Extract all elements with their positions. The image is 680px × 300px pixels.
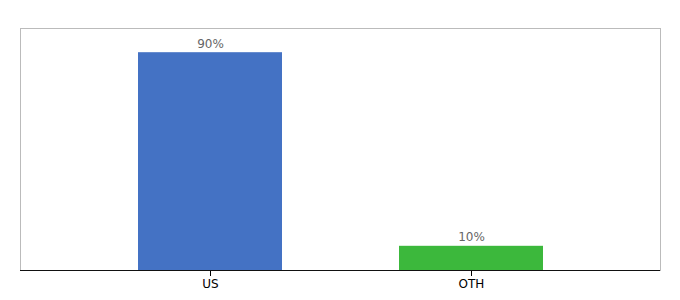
svg-text:OTH: OTH	[459, 277, 485, 291]
svg-text:90%: 90%	[197, 37, 224, 51]
svg-text:10%: 10%	[458, 230, 485, 244]
svg-text:US: US	[202, 277, 218, 291]
